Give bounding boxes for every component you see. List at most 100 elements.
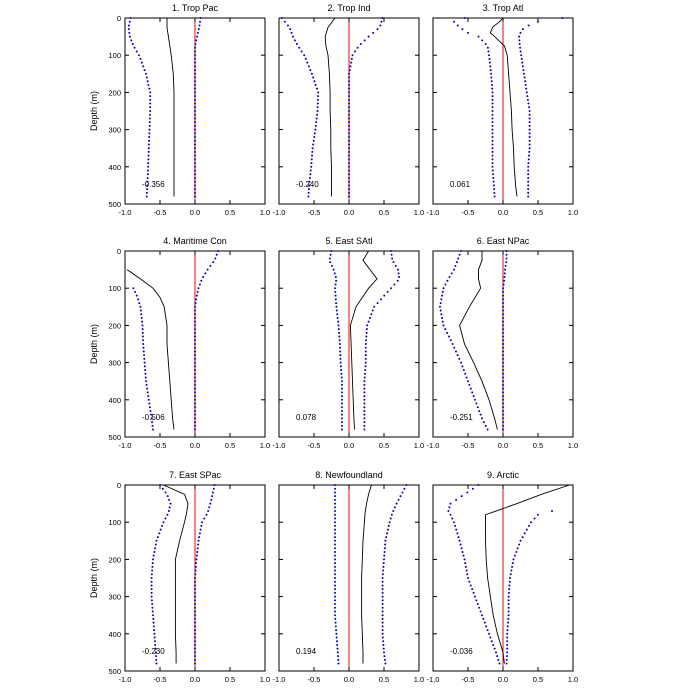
lower-dot	[143, 354, 146, 357]
upper-dot	[194, 305, 196, 308]
panel-1: 1. Trop Pac -1.0 -0.5 0.0 0.5 1.0 0 100 200 300 40…	[89, 3, 270, 217]
upper-dot	[523, 532, 526, 535]
upper-dot	[504, 264, 507, 267]
upper-dot	[381, 632, 384, 635]
x-tick-label: 0.0	[190, 675, 200, 684]
lower-dot	[154, 651, 157, 654]
lower-dot	[334, 539, 336, 542]
upper-dot	[383, 294, 386, 297]
upper-dot	[194, 662, 196, 665]
lower-dot	[339, 346, 342, 349]
x-tick-label: 1.0	[260, 675, 270, 684]
lower-dot	[341, 406, 343, 409]
y-tick-label: 0	[117, 14, 121, 23]
lower-dot	[148, 132, 151, 135]
lower-dot	[465, 376, 468, 379]
x-tick-label: -0.5	[154, 675, 167, 684]
correlation-value: -0.506	[142, 413, 165, 422]
lower-dot	[340, 376, 343, 379]
upper-dot	[348, 162, 350, 165]
x-tick-label: 1.0	[568, 208, 578, 217]
upper-dot	[371, 309, 374, 312]
lower-dot	[150, 577, 153, 579]
upper-dot	[508, 588, 511, 591]
upper-dot	[194, 309, 196, 312]
upper-dot	[194, 606, 196, 609]
y-tick-label: 100	[108, 284, 121, 293]
lower-dot	[467, 31, 469, 34]
lower-dot	[334, 484, 336, 486]
lower-dot	[442, 287, 445, 290]
lower-dot	[484, 424, 487, 427]
upper-dot	[194, 83, 196, 86]
y-tick-label: 200	[108, 321, 121, 330]
lower-dot	[457, 257, 460, 260]
lower-dot	[298, 46, 301, 49]
upper-dot	[395, 502, 398, 505]
lower-dot	[147, 147, 150, 150]
upper-dot	[210, 498, 213, 501]
lower-dot	[440, 313, 443, 316]
lower-dot	[338, 331, 341, 334]
lower-dot	[134, 290, 137, 293]
lower-dot	[147, 143, 150, 146]
upper-dot	[348, 188, 350, 191]
upper-dot	[507, 617, 510, 620]
upper-dot	[195, 298, 198, 301]
upper-dot	[209, 264, 212, 267]
upper-dot	[386, 532, 389, 535]
upper-dot	[393, 506, 396, 509]
upper-dot	[527, 195, 530, 198]
lower-dot	[491, 169, 494, 172]
lower-dot	[334, 580, 336, 583]
upper-dot	[194, 136, 196, 139]
lower-dot	[334, 584, 336, 587]
upper-dot	[363, 409, 366, 412]
upper-dot	[194, 139, 196, 142]
upper-dot	[502, 428, 504, 431]
lower-dot	[303, 54, 306, 57]
lower-dot	[308, 180, 311, 183]
upper-dot	[392, 510, 395, 513]
lower-dot	[151, 606, 154, 609]
lower-dot	[306, 61, 309, 64]
upper-dot	[505, 658, 508, 661]
panel-3: 3. Trop Atl -1.0 -0.5 0.0 0.5 1.0 0.061	[427, 3, 579, 217]
lower-dot	[476, 406, 479, 409]
lower-dot	[339, 357, 342, 360]
upper-dot	[527, 188, 530, 191]
lower-dot	[131, 43, 134, 46]
lower-dot	[127, 24, 130, 27]
lower-dot	[310, 165, 313, 168]
lower-dot	[469, 387, 472, 390]
y-tick-label: 300	[108, 593, 121, 602]
upper-dot	[194, 72, 196, 75]
upper-dot	[528, 147, 531, 150]
upper-dot	[194, 95, 196, 98]
upper-dot	[194, 409, 196, 412]
lower-dot	[448, 276, 451, 279]
upper-dot	[383, 547, 386, 550]
y-tick-label: 400	[108, 163, 121, 172]
upper-dot	[211, 491, 214, 494]
upper-dot	[502, 290, 504, 293]
upper-dot	[381, 625, 384, 628]
y-axis-label: Depth (m)	[89, 558, 99, 598]
upper-dot	[197, 287, 200, 290]
lower-dot	[461, 28, 464, 31]
upper-dot	[384, 539, 387, 542]
upper-dot	[502, 328, 504, 331]
lower-dot	[340, 369, 343, 372]
x-tick-label: -1.0	[427, 441, 440, 450]
lower-dot	[444, 283, 447, 286]
lower-dot	[448, 506, 451, 509]
lower-dot	[475, 599, 478, 602]
upper-dot	[348, 113, 350, 116]
upper-dot	[390, 287, 392, 290]
upper-dot	[198, 24, 201, 27]
lower-dot	[146, 184, 149, 187]
upper-dot	[524, 80, 527, 83]
upper-dot	[363, 376, 366, 379]
lower-dot	[439, 302, 442, 305]
upper-dot	[363, 428, 366, 431]
